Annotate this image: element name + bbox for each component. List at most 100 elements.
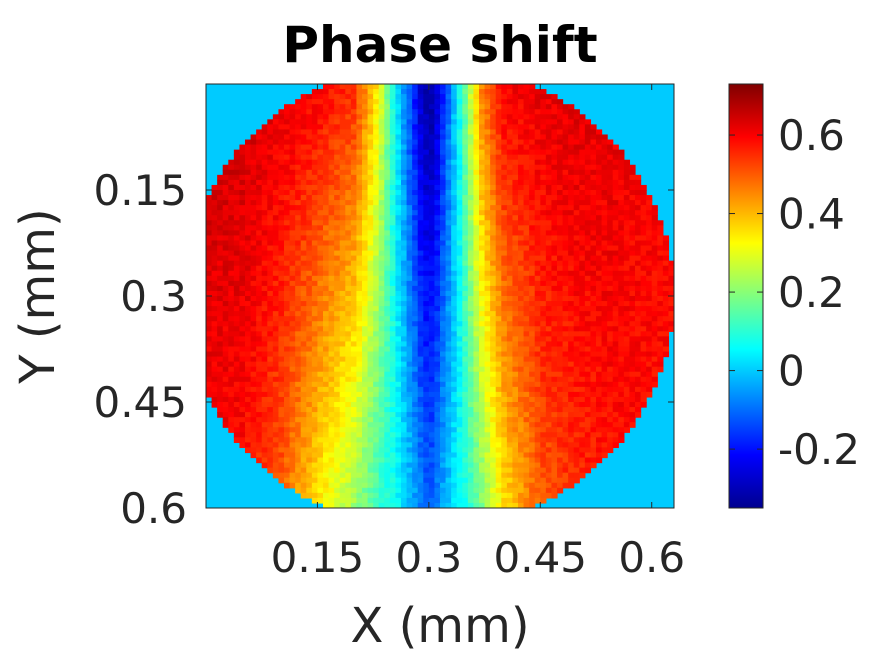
heatmap-cell — [295, 275, 302, 282]
heatmap-cell — [289, 190, 296, 196]
heatmap-cell — [423, 265, 430, 272]
heatmap-cell — [467, 255, 475, 262]
heatmap-cell — [373, 381, 380, 388]
heatmap-cell — [568, 230, 575, 237]
heatmap-cell — [417, 376, 424, 383]
heatmap-cell — [651, 230, 658, 237]
heatmap-cell — [646, 280, 653, 287]
heatmap-cell — [389, 275, 397, 282]
heatmap-cell — [339, 220, 346, 226]
heatmap-cell — [406, 210, 413, 216]
heatmap-cell — [328, 306, 335, 312]
heatmap-cell — [261, 134, 268, 141]
heatmap-cell — [545, 174, 553, 181]
heatmap-cell — [451, 321, 458, 327]
heatmap-cell — [267, 235, 274, 242]
heatmap-cell — [545, 321, 553, 327]
heatmap-cell — [384, 179, 391, 186]
heatmap-cell — [467, 331, 475, 337]
heatmap-cell — [579, 119, 586, 125]
heatmap-cell — [490, 215, 497, 221]
heatmap-cell — [378, 179, 385, 186]
heatmap-cell — [512, 184, 519, 191]
heatmap-cell — [350, 311, 358, 317]
heatmap-cell — [306, 301, 313, 307]
heatmap-cell — [612, 285, 619, 292]
heatmap-cell — [445, 260, 452, 267]
heatmap-cell — [479, 270, 486, 277]
heatmap-cell — [490, 301, 497, 307]
heatmap-cell — [278, 119, 285, 125]
heatmap-cell — [506, 84, 514, 90]
heatmap-cell — [651, 255, 658, 262]
heatmap-cell — [618, 361, 625, 368]
heatmap-cell — [289, 179, 296, 186]
heatmap-cell — [384, 275, 391, 282]
heatmap-cell — [579, 386, 586, 393]
heatmap-cell — [612, 265, 619, 272]
heatmap-cell — [295, 134, 302, 141]
heatmap-cell — [529, 174, 536, 181]
heatmap-cell — [456, 361, 463, 368]
heatmap-cell — [350, 356, 358, 363]
heatmap-cell — [228, 371, 235, 378]
heatmap-cell — [479, 356, 486, 363]
heatmap-cell — [289, 311, 296, 317]
heatmap-cell — [629, 376, 636, 383]
heatmap-cell — [378, 119, 385, 125]
heatmap-cell — [479, 89, 486, 95]
heatmap-cell — [362, 195, 369, 201]
heatmap-cell — [339, 311, 346, 317]
heatmap-cell — [222, 336, 229, 343]
heatmap-cell — [607, 331, 614, 337]
heatmap-cell — [417, 366, 424, 373]
heatmap-cell — [395, 361, 402, 368]
heatmap-cell — [317, 104, 324, 110]
heatmap-cell — [456, 306, 463, 312]
heatmap-cell — [440, 296, 447, 302]
heatmap-cell — [367, 190, 374, 196]
heatmap-cell — [272, 285, 280, 292]
heatmap-cell — [334, 351, 341, 358]
heatmap-cell — [317, 240, 324, 247]
heatmap-cell — [389, 351, 397, 358]
heatmap-cell — [356, 129, 363, 136]
heatmap-cell — [245, 149, 252, 156]
heatmap-cell — [512, 341, 519, 348]
heatmap-cell — [579, 306, 586, 312]
heatmap-cell — [378, 386, 385, 393]
heatmap-cell — [406, 99, 413, 105]
heatmap-cell — [456, 159, 463, 166]
heatmap-cell — [417, 159, 424, 166]
heatmap-cell — [551, 159, 558, 166]
heatmap-cell — [284, 296, 291, 302]
heatmap-cell — [267, 205, 274, 211]
heatmap-cell — [356, 225, 363, 231]
heatmap-cell — [428, 351, 436, 358]
heatmap-cell — [233, 174, 241, 181]
heatmap-cell — [562, 396, 569, 403]
heatmap-cell — [256, 250, 263, 257]
heatmap-cell — [434, 210, 441, 216]
heatmap-cell — [462, 119, 469, 125]
heatmap-cell — [551, 154, 558, 161]
heatmap-cell — [412, 336, 419, 343]
heatmap-cell — [233, 159, 241, 166]
heatmap-cell — [412, 341, 419, 348]
heatmap-cell — [245, 407, 252, 413]
heatmap-cell — [328, 316, 335, 322]
heatmap-cell — [529, 346, 536, 353]
heatmap-cell — [401, 154, 408, 161]
heatmap-cell — [484, 296, 491, 302]
heatmap-cell — [367, 402, 374, 408]
heatmap-cell — [635, 341, 642, 348]
heatmap-cell — [518, 84, 525, 90]
heatmap-cell — [334, 159, 341, 166]
heatmap-cell — [412, 169, 419, 176]
heatmap-cell — [445, 119, 452, 125]
heatmap-cell — [250, 144, 257, 151]
heatmap-cell — [306, 407, 313, 413]
heatmap-cell — [506, 200, 514, 206]
heatmap-cell — [233, 285, 241, 292]
heatmap-cell — [245, 346, 252, 353]
